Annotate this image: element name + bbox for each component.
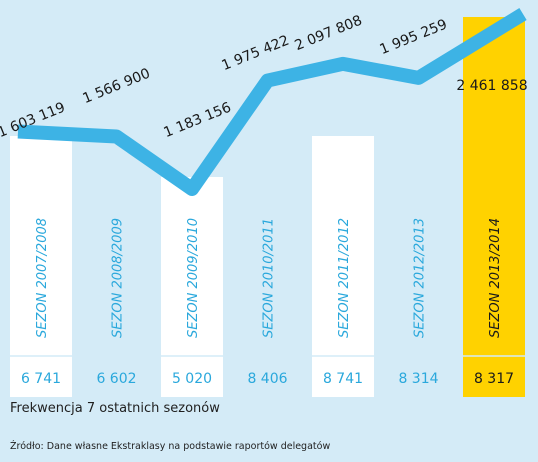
average-attendance-label: 8 317 xyxy=(474,371,514,387)
average-attendance-label: 5 020 xyxy=(172,371,212,387)
average-attendance-label: 8 741 xyxy=(323,371,363,387)
season-label: SEZON 2012/2013 xyxy=(413,218,428,338)
season-label: SEZON 2013/2014 xyxy=(488,218,503,338)
season-column xyxy=(312,136,374,397)
source-note: Źródło: Dane własne Ekstraklasy na podst… xyxy=(10,441,331,452)
total-attendance-label: 2 097 808 xyxy=(292,13,364,55)
average-attendance-label: 8 314 xyxy=(398,371,438,387)
average-attendance-label: 8 406 xyxy=(247,371,287,387)
chart-title: Frekwencja 7 ostatnich sezonów xyxy=(10,401,220,416)
total-attendance-label: 1 566 900 xyxy=(80,66,152,108)
season-column xyxy=(463,17,525,397)
season-label: SEZON 2008/2009 xyxy=(111,218,126,338)
season-label: SEZON 2007/2008 xyxy=(35,218,50,338)
total-attendance-label: 1 975 422 xyxy=(219,33,291,75)
average-attendance-label: 6 741 xyxy=(21,371,61,387)
average-attendance-label: 6 602 xyxy=(96,371,136,387)
season-label: SEZON 2010/2011 xyxy=(262,218,277,338)
total-attendance-label: 2 461 858 xyxy=(456,78,527,94)
total-attendance-label: 1 995 259 xyxy=(377,17,449,59)
attendance-line xyxy=(17,8,527,196)
season-label: SEZON 2009/2010 xyxy=(186,218,201,338)
season-column xyxy=(10,136,72,397)
season-label: SEZON 2011/2012 xyxy=(337,218,352,338)
season-column xyxy=(161,177,223,397)
